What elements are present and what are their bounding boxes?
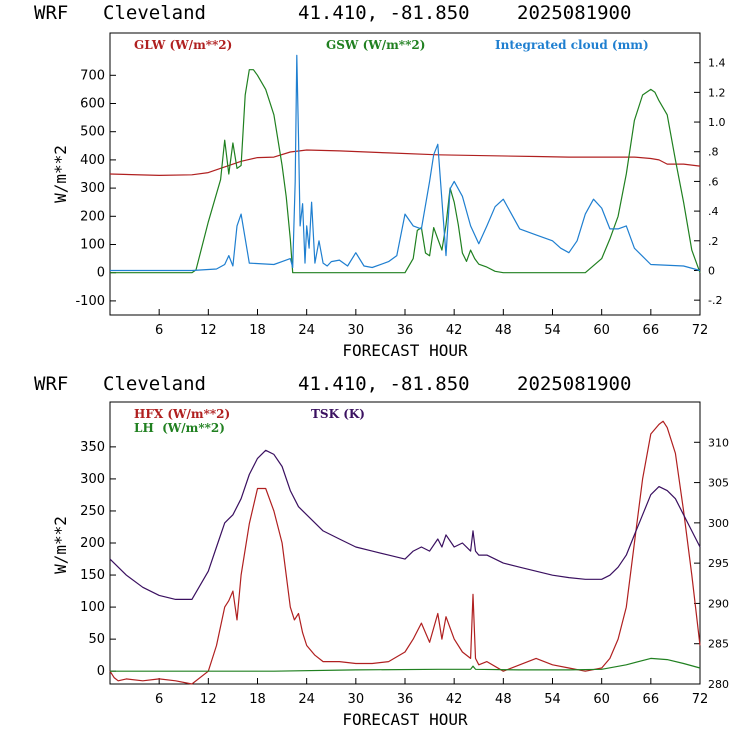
bottom-y-tick-label: 200	[80, 536, 105, 551]
top-header-coords: 41.410, -81.850	[298, 2, 470, 24]
bottom-y-tick-label: 50	[88, 632, 105, 647]
bottom-x-ticks: 6 12 18 24 30 36 42 48 54 60 66 72	[155, 678, 708, 707]
top-y-tick-label: 0	[97, 266, 105, 281]
bottom-x-tick-label: 48	[495, 692, 512, 707]
bottom-y-tick-label: 300	[80, 472, 105, 487]
bottom-right-tick-label: 300	[708, 517, 729, 530]
top-series	[109, 54, 701, 274]
bottom-x-tick-label: 30	[348, 692, 365, 707]
top-y-ticks: -100 0 100 200 300 400 500 600 700	[75, 68, 116, 309]
top-header-station: Cleveland	[103, 2, 206, 24]
top-y-tick-label: 300	[80, 181, 105, 196]
top-right-tick-label: 1.2	[708, 86, 726, 99]
bottom-x-tick-label: 72	[692, 692, 709, 707]
bottom-x-tick-label: 36	[397, 692, 414, 707]
bottom-y-axis-label: W/m**2	[51, 516, 70, 574]
bottom-y-tick-label: 150	[80, 568, 105, 583]
top-y-tick-label: 400	[80, 153, 105, 168]
top-x-tick-label: 66	[643, 323, 660, 338]
legend-hfx: HFX (W/m**2)	[134, 407, 230, 421]
top-right-tick-label: .4	[708, 205, 719, 218]
bottom-x-tick-label: 42	[446, 692, 463, 707]
top-right-tick-label: 1.4	[708, 57, 726, 70]
bottom-y-tick-label: 350	[80, 440, 105, 455]
top-right-tick-label: -.2	[708, 294, 722, 307]
top-y-tick-label: 700	[80, 68, 105, 83]
bottom-x-tick-label: 54	[544, 692, 561, 707]
bottom-header-coords: 41.410, -81.850	[298, 373, 470, 395]
bottom-plot-frame	[109, 401, 701, 685]
top-x-tick-label: 30	[348, 323, 365, 338]
legend-lh: LH (W/m**2)	[134, 421, 225, 435]
bottom-header-run: 2025081900	[517, 373, 631, 395]
bottom-series-line-lh	[110, 657, 701, 672]
top-series-line-glw	[109, 149, 701, 176]
top-y-tick-label: -100	[75, 294, 105, 309]
top-series-line-integrated	[110, 54, 701, 272]
top-x-tick-label: 12	[200, 323, 217, 338]
top-x-tick-label: 54	[544, 323, 561, 338]
legend-glw: GLW (W/m**2)	[134, 38, 232, 52]
bottom-series-line-tsk	[109, 449, 701, 600]
bottom-x-tick-label: 60	[593, 692, 610, 707]
top-x-tick-label: 42	[446, 323, 463, 338]
bottom-header-station: Cleveland	[103, 373, 206, 395]
bottom-y-tick-label: 0	[97, 664, 105, 679]
top-right-tick-label: .8	[708, 146, 719, 159]
top-x-axis-label: FORECAST HOUR	[342, 341, 468, 360]
top-header-model: WRF	[34, 2, 68, 24]
top-series-line-gsw	[110, 69, 701, 274]
top-right-tick-label: 0	[708, 264, 715, 277]
top-panel: WRF Cleveland 41.410, -81.850 2025081900…	[34, 2, 726, 360]
top-x-tick-label: 6	[155, 323, 163, 338]
legend-gsw: GSW (W/m**2)	[326, 38, 425, 52]
top-right-tick-label: 1.0	[708, 116, 726, 129]
bottom-x-tick-label: 24	[298, 692, 315, 707]
bottom-series-line-hfx	[109, 420, 701, 685]
top-header-run: 2025081900	[517, 2, 631, 24]
bottom-y-ticks: 0 50 100 150 200 250 300 350	[80, 440, 116, 679]
bottom-x-tick-label: 18	[249, 692, 266, 707]
top-y-tick-label: 200	[80, 209, 105, 224]
bottom-right-tick-label: 280	[708, 678, 729, 691]
top-right-tick-label: .6	[708, 175, 719, 188]
bottom-series	[109, 420, 701, 685]
bottom-x-tick-label: 6	[155, 692, 163, 707]
top-x-tick-label: 72	[692, 323, 709, 338]
legend-tsk: TSK (K)	[311, 407, 365, 421]
legend-integrated-cloud: Integrated cloud (mm)	[495, 38, 649, 52]
top-x-ticks: 6 12 18 24 30 36 42 48 54 60 66 72	[155, 309, 708, 338]
bottom-x-tick-label: 12	[200, 692, 217, 707]
top-x-tick-label: 48	[495, 323, 512, 338]
bottom-right-tick-label: 285	[708, 638, 729, 651]
bottom-right-tick-label: 310	[708, 436, 729, 449]
top-x-tick-label: 60	[593, 323, 610, 338]
bottom-x-axis-label: FORECAST HOUR	[342, 710, 468, 729]
top-x-tick-label: 36	[397, 323, 414, 338]
top-x-tick-label: 18	[249, 323, 266, 338]
top-x-tick-label: 24	[298, 323, 315, 338]
bottom-x-tick-label: 66	[643, 692, 660, 707]
bottom-right-tick-label: 305	[708, 477, 729, 490]
top-y-tick-label: 600	[80, 97, 105, 112]
bottom-y-tick-label: 250	[80, 504, 105, 519]
bottom-header-model: WRF	[34, 373, 68, 395]
top-y-tick-label: 100	[80, 238, 105, 253]
bottom-right-tick-label: 295	[708, 557, 729, 570]
top-y-tick-label: 500	[80, 125, 105, 140]
bottom-panel: WRF Cleveland 41.410, -81.850 2025081900…	[34, 373, 729, 729]
bottom-y-tick-label: 100	[80, 600, 105, 615]
top-right-tick-label: .2	[708, 235, 719, 248]
bottom-right-tick-label: 290	[708, 597, 729, 610]
top-y-axis-label: W/m**2	[51, 145, 70, 203]
bottom-right-ticks: 280 285 290 295 300 305 310	[694, 436, 729, 691]
